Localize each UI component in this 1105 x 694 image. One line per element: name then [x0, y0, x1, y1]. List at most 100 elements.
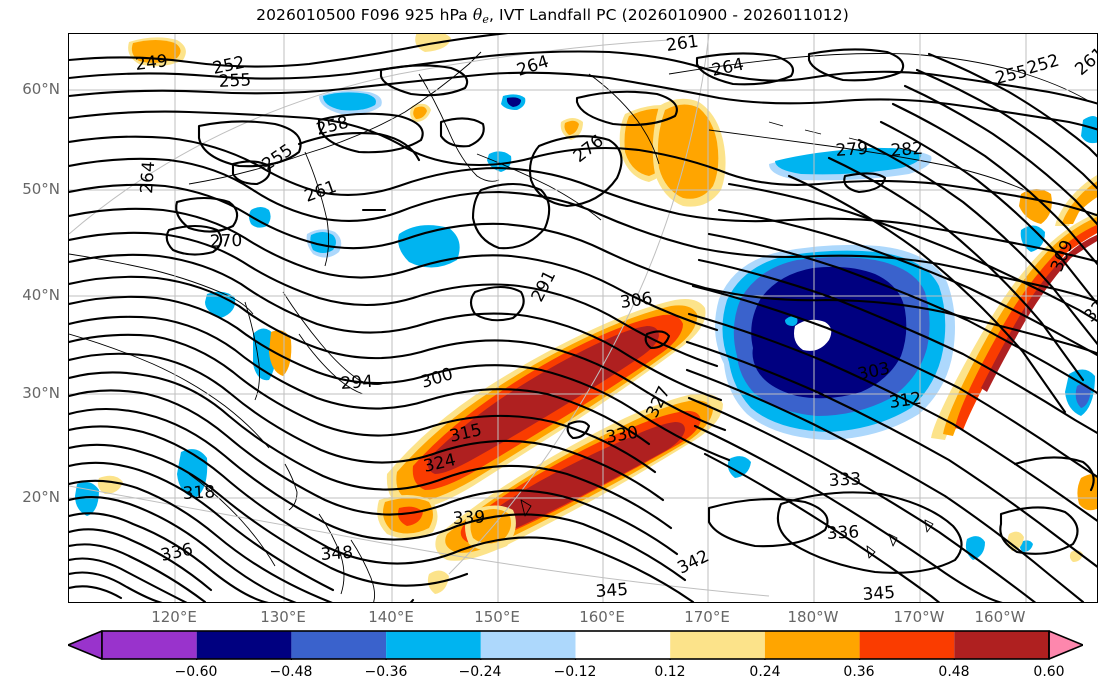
contour-label: 264: [514, 52, 551, 81]
contour-cell-d: [379, 64, 469, 97]
map-panel[interactable]: 249 252 255 258 255 261 264 270 264 261 …: [68, 33, 1098, 603]
contour-276: [69, 253, 723, 402]
contour-324: [69, 543, 207, 602]
contour-cell-p: [707, 498, 829, 548]
shade-pos-blob-n2-core: [657, 104, 719, 199]
shaded-correlation-field: [75, 34, 1097, 594]
shade-neg-patch-n: [965, 536, 985, 560]
contour-label: 342: [674, 546, 712, 578]
contour-label: 291: [528, 267, 561, 305]
colorbar-band-lightblue: [480, 631, 576, 659]
shade-pos-east-inner: [955, 224, 1097, 430]
contour-294: [69, 371, 673, 530]
contour-label: 318: [182, 482, 215, 504]
contour-273: [69, 231, 719, 368]
contour-label: 333: [828, 469, 861, 491]
shade-pos-band2-core: [480, 422, 685, 535]
contour-label: 345: [862, 583, 896, 603]
shade-neg-patch-a-core: [323, 92, 376, 111]
contour-333: [69, 585, 123, 600]
map-canvas: 249 252 255 258 255 261 264 270 264 261 …: [69, 34, 1097, 603]
coast-philippines2: [350, 539, 376, 602]
contour-label: 300: [419, 364, 456, 393]
contour-label: 279: [835, 139, 869, 161]
y-tick-label: 50°N: [22, 180, 60, 198]
colorbar-band-paleyellow: [670, 631, 765, 659]
contour-cell-g: [439, 117, 485, 148]
contour-label: 270: [209, 231, 242, 252]
contour-label: 339: [452, 507, 485, 529]
coast-china: [69, 253, 254, 315]
contour-e8: [787, 174, 1067, 414]
contour-cell-o: [776, 491, 963, 574]
contour-label: 282: [890, 139, 924, 161]
contour-cell-j: [807, 48, 905, 82]
coast-bering: [588, 73, 660, 165]
colorbar-band-blue: [291, 631, 387, 659]
contour-252: [69, 50, 1097, 105]
colorbar-tick-label: −0.48: [269, 664, 313, 680]
contour-e7: [827, 156, 1085, 382]
contour-e2: [915, 68, 1097, 190]
contour-label: 258: [314, 113, 350, 140]
contour-282: [69, 295, 731, 462]
contour-label: 345: [595, 580, 629, 602]
shade-pos-band2-hole: [607, 401, 621, 418]
colorbar-band-orange: [764, 631, 860, 659]
contour-318: [69, 512, 269, 602]
contour-e6: [857, 138, 1097, 346]
coast-hawaii-b: [888, 533, 898, 547]
coast-china2: [69, 333, 270, 449]
colorbar[interactable]: [67, 630, 1084, 666]
shade-pos-blob-sm1-core: [413, 106, 427, 119]
contour-label: 264: [137, 161, 159, 195]
contour-312: [69, 479, 333, 602]
contour-cell-r: [1013, 456, 1095, 492]
colorbar-extend-min: [67, 630, 103, 660]
coast-small-isl: [520, 499, 532, 517]
colorbar-band-white: [575, 631, 671, 659]
contour-cell-k: [231, 160, 271, 186]
coast-aleut-islands: [768, 121, 918, 153]
coast-philippines: [318, 513, 345, 595]
shade-pos-blob-n3-core: [564, 120, 579, 135]
map-frame: 249 252 255 258 255 261 264 270 264 261 …: [68, 33, 1098, 603]
contour-label: 261: [302, 177, 339, 207]
contour-cell-m: [165, 224, 223, 256]
contour-270: [69, 207, 719, 332]
contour-label: 255: [218, 70, 251, 92]
colorbar-band-darkred: [954, 631, 1049, 659]
contour-r11: [703, 452, 941, 602]
colorbar-tick-label: −0.12: [553, 664, 597, 680]
contour-327: [69, 557, 188, 602]
shade-neg-patch-i: [177, 449, 208, 498]
colorbar-band-cyan: [386, 631, 481, 659]
contour-label: 336: [159, 540, 195, 566]
x-tick-label: 180°W: [787, 608, 839, 626]
colorbar-extend-max: [1048, 630, 1084, 660]
contour-label: 249: [134, 51, 169, 75]
contour-cell-l: [843, 172, 887, 194]
shade-neg-patch-b-core: [310, 232, 336, 253]
colorbar-tick-label: −0.60: [174, 664, 218, 680]
x-tick-label: 160°W: [974, 608, 1026, 626]
x-tick-label: 150°E: [474, 608, 520, 626]
colorbar-band-under-purple: [102, 631, 197, 659]
contour-321: [69, 528, 213, 592]
shade-neg-patch-c: [249, 207, 271, 228]
y-tick-label: 40°N: [22, 286, 60, 304]
shade-neg-hole: [794, 319, 832, 351]
shade-pos-patch-sm-left: [97, 475, 123, 494]
contour-r5: [691, 284, 1097, 478]
contour-r7: [685, 340, 1097, 568]
contour-cell-q: [999, 506, 1079, 555]
contour-cell-h: [575, 90, 678, 127]
contour-e5: [879, 120, 1097, 306]
coast-hawaii-c: [924, 519, 934, 533]
contour-cell-e: [528, 135, 623, 208]
x-tick-label: 140°E: [368, 608, 414, 626]
contour-258b: [297, 132, 421, 162]
contour-r2: [717, 208, 1097, 357]
contour-297: [69, 389, 679, 556]
contour-small-4: [409, 598, 415, 602]
